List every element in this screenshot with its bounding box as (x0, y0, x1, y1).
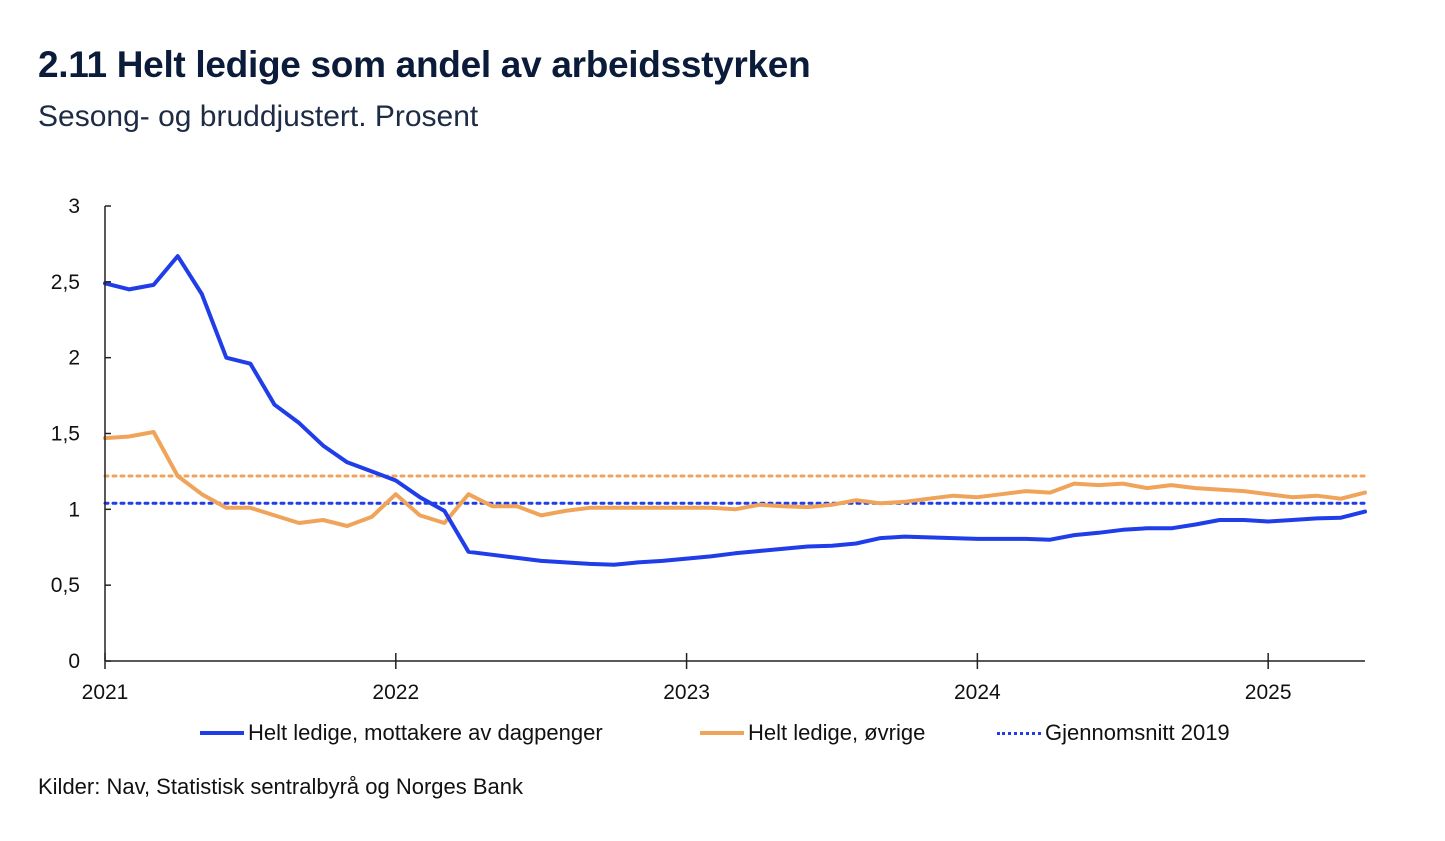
legend-swatch-orange (700, 731, 744, 735)
reference-lines (103, 474, 1367, 505)
x-tick-label: 2024 (954, 681, 1001, 704)
chart-subtitle: Sesong- og bruddjustert. Prosent (38, 100, 479, 133)
y-tick-label: 2,5 (51, 271, 80, 294)
series-lines (103, 254, 1367, 567)
chart-title: 2.11 Helt ledige som andel av arbeidssty… (38, 44, 811, 85)
y-tick-label: 0 (68, 650, 80, 673)
y-tick-label: 1,5 (51, 423, 80, 446)
axes: 0 0,5 1 1,5 2 2,5 3 2021 2022 2023 2024 2025 (51, 195, 1365, 704)
x-tick-label: 2023 (663, 681, 710, 704)
source-note: Kilder: Nav, Statistisk sentralbyrå og N… (38, 774, 524, 799)
x-tick-label: 2022 (372, 681, 419, 704)
legend: Helt ledige, mottakere av dagpenger Helt… (0, 720, 1445, 754)
series-line-dagpenger (103, 254, 1367, 567)
legend-label-average-2019: Gjennomsnitt 2019 (1045, 720, 1230, 745)
y-tick-label: 2 (68, 347, 80, 370)
legend-item-ovrige: Helt ledige, øvrige (700, 720, 925, 746)
x-tick-label: 2025 (1245, 681, 1292, 704)
y-tick-label: 3 (68, 195, 80, 218)
legend-item-dagpenger: Helt ledige, mottakere av dagpenger (200, 720, 603, 746)
series-line-ovrige (103, 430, 1367, 528)
x-tick-label: 2021 (82, 681, 129, 704)
legend-swatch-blue (200, 731, 244, 735)
legend-label-ovrige: Helt ledige, øvrige (748, 720, 926, 745)
legend-label-dagpenger: Helt ledige, mottakere av dagpenger (248, 720, 603, 745)
legend-item-average-2019: Gjennomsnitt 2019 (997, 720, 1230, 746)
y-tick-label: 1 (68, 498, 80, 521)
legend-swatch-dotted (997, 731, 1041, 735)
y-tick-label: 0,5 (51, 574, 80, 597)
